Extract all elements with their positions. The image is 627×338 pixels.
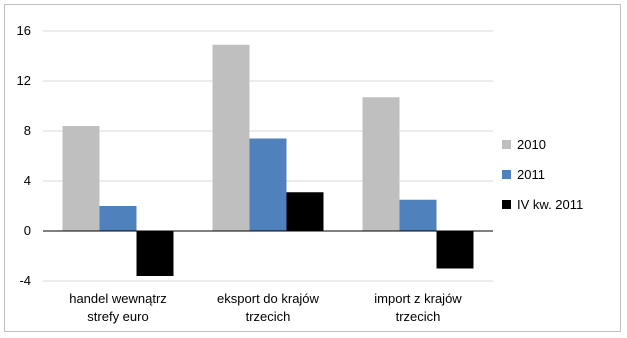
legend-swatch	[502, 170, 511, 179]
y-tick-label: 4	[24, 173, 31, 188]
bar-2010-1	[212, 44, 250, 231]
category-label: import z krajów	[374, 291, 462, 306]
bar-iv-kw-2011-1	[286, 192, 324, 231]
bar-iv-kw-2011-2	[436, 231, 474, 269]
bar-iv-kw-2011-0	[136, 231, 174, 276]
gridlines	[43, 30, 493, 282]
y-tick-label: 16	[17, 23, 31, 38]
bar-2010-0	[62, 126, 100, 231]
y-axis-ticks: -4 0 4 8 12 16	[17, 23, 31, 288]
legend-label: 2010	[517, 137, 546, 152]
bar-chart: -4 0 4 8 12 16 handel wewnątrz strefy euro eksp…	[17, 23, 584, 324]
legend-swatch	[502, 200, 511, 209]
y-tick-label: 8	[24, 123, 31, 138]
category-label: trzecich	[396, 309, 441, 324]
bar-2011-1	[249, 138, 287, 231]
bars	[62, 44, 474, 276]
category-label: handel wewnątrz	[69, 291, 167, 306]
bar-2011-0	[99, 206, 137, 231]
y-tick-label: 0	[24, 223, 31, 238]
bar-2011-2	[399, 199, 437, 231]
chart-frame: -4 0 4 8 12 16 handel wewnątrz strefy euro eksp…	[4, 4, 621, 332]
y-tick-label: -4	[19, 273, 31, 288]
category-label: trzecich	[246, 309, 291, 324]
bar-2010-2	[362, 97, 400, 231]
y-tick-label: 12	[17, 73, 31, 88]
legend: 2010 2011 IV kw. 2011	[502, 137, 583, 212]
legend-label: 2011	[517, 167, 545, 182]
category-label: strefy euro	[87, 309, 148, 324]
category-label: eksport do krajów	[217, 291, 319, 306]
legend-label: IV kw. 2011	[517, 197, 583, 212]
legend-swatch	[502, 140, 511, 149]
category-labels: handel wewnątrz strefy euro eksport do kra…	[69, 291, 462, 324]
